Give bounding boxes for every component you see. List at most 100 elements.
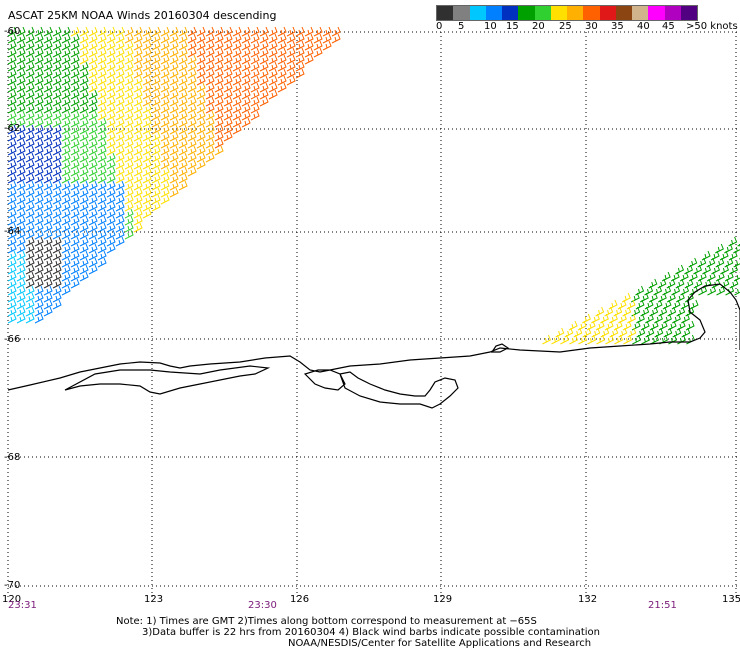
wind-barb bbox=[16, 75, 26, 86]
wind-barb bbox=[124, 110, 134, 121]
wind-barb bbox=[151, 47, 161, 58]
wind-barb bbox=[34, 82, 44, 93]
lon-label: 132 bbox=[578, 594, 598, 605]
wind-barb bbox=[286, 33, 296, 44]
wind-barb bbox=[187, 68, 197, 79]
wind-barb bbox=[25, 68, 35, 79]
legend-swatch bbox=[648, 6, 665, 20]
wind-barb bbox=[106, 40, 116, 51]
wind-barb bbox=[79, 215, 89, 226]
wind-barb bbox=[151, 124, 161, 135]
wind-barb bbox=[70, 264, 80, 275]
wind-barb bbox=[630, 292, 640, 303]
wind-barb bbox=[43, 173, 53, 184]
wind-barb bbox=[16, 33, 26, 44]
wind-barb bbox=[645, 327, 655, 338]
wind-barb bbox=[223, 131, 233, 142]
wind-barb bbox=[693, 278, 703, 289]
wind-barb bbox=[675, 292, 685, 303]
wind-barb bbox=[79, 96, 89, 107]
legend-label: 15 bbox=[506, 21, 519, 32]
wind-barb bbox=[124, 47, 134, 58]
wind-barb bbox=[7, 306, 17, 317]
wind-barb bbox=[724, 271, 734, 282]
wind-barb bbox=[97, 138, 107, 149]
wind-barb bbox=[70, 82, 80, 93]
wind-barb bbox=[666, 278, 676, 289]
wind-barb bbox=[61, 278, 71, 289]
wind-barb bbox=[648, 292, 658, 303]
wind-barb bbox=[151, 89, 161, 100]
wind-barb bbox=[133, 208, 143, 219]
wind-barb bbox=[61, 124, 71, 135]
wind-barb bbox=[79, 166, 89, 177]
wind-barb bbox=[88, 173, 98, 184]
wind-barb bbox=[573, 327, 583, 338]
wind-barb bbox=[142, 96, 152, 107]
wind-barb bbox=[295, 40, 305, 51]
wind-barb bbox=[250, 54, 260, 65]
wind-barb bbox=[582, 313, 591, 324]
wind-barb bbox=[43, 264, 53, 275]
wind-barb bbox=[151, 40, 161, 51]
wind-barb bbox=[672, 327, 682, 338]
wind-barb bbox=[178, 82, 188, 93]
wind-barb bbox=[650, 334, 660, 345]
wind-barb bbox=[124, 159, 134, 170]
wind-barb bbox=[70, 75, 80, 86]
wind-barb bbox=[196, 89, 206, 100]
wind-barb bbox=[88, 131, 98, 142]
wind-barb bbox=[70, 89, 80, 100]
wind-barb bbox=[70, 187, 80, 198]
wind-barb bbox=[160, 40, 170, 51]
wind-barb bbox=[205, 75, 215, 86]
wind-barb bbox=[7, 215, 17, 226]
wind-barb bbox=[61, 173, 71, 184]
wind-barb bbox=[636, 313, 645, 324]
wind-barb bbox=[34, 159, 44, 170]
wind-barb bbox=[106, 110, 116, 121]
wind-barb bbox=[124, 208, 134, 219]
wind-barb bbox=[115, 61, 125, 72]
wind-barb bbox=[671, 299, 681, 310]
wind-barb bbox=[142, 103, 152, 114]
wind-barb bbox=[106, 124, 116, 135]
wind-barb bbox=[591, 327, 601, 338]
wind-barb bbox=[142, 110, 152, 121]
wind-barb bbox=[79, 40, 89, 51]
wind-barb bbox=[142, 40, 152, 51]
wind-barb bbox=[25, 292, 35, 303]
wind-barb bbox=[88, 229, 98, 240]
wind-barb bbox=[52, 166, 62, 177]
wind-barb bbox=[7, 152, 17, 163]
wind-barb bbox=[654, 327, 664, 338]
wind-barb bbox=[250, 82, 260, 93]
wind-barb bbox=[52, 285, 62, 296]
wind-barb bbox=[52, 152, 62, 163]
wind-barb bbox=[613, 320, 623, 331]
wind-barb bbox=[187, 110, 197, 121]
wind-barb bbox=[214, 96, 224, 107]
wind-barb bbox=[34, 26, 44, 37]
wind-barb bbox=[43, 152, 53, 163]
wind-barb bbox=[635, 299, 645, 310]
wind-barb bbox=[70, 159, 80, 170]
wind-barb bbox=[25, 264, 35, 275]
wind-barb bbox=[43, 215, 53, 226]
wind-barb bbox=[241, 82, 251, 93]
wind-barb bbox=[70, 250, 80, 261]
wind-barb bbox=[160, 68, 170, 79]
wind-barb bbox=[7, 222, 17, 233]
wind-barb bbox=[223, 75, 233, 86]
wind-barb bbox=[142, 180, 152, 191]
wind-barb bbox=[196, 40, 206, 51]
wind-barb bbox=[79, 264, 89, 275]
wind-barb bbox=[169, 96, 179, 107]
wind-barb bbox=[88, 250, 98, 261]
wind-barb bbox=[142, 33, 152, 44]
wind-barb bbox=[70, 68, 80, 79]
wind-barb bbox=[214, 40, 224, 51]
wind-barb bbox=[178, 47, 188, 58]
wind-barb bbox=[169, 166, 179, 177]
wind-barb bbox=[133, 33, 143, 44]
